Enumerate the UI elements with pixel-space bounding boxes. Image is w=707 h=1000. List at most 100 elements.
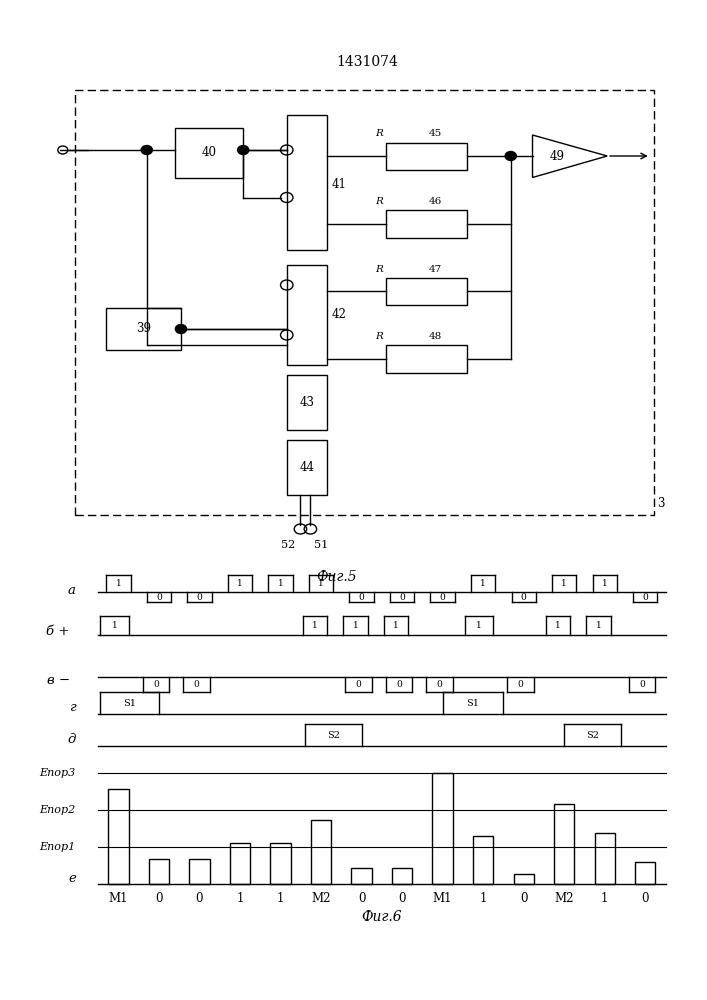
Bar bbox=[287, 440, 327, 495]
Text: 51: 51 bbox=[314, 540, 328, 550]
Bar bbox=[554, 804, 574, 884]
Bar bbox=[108, 789, 129, 884]
Text: 1431074: 1431074 bbox=[337, 55, 399, 69]
Text: 1: 1 bbox=[237, 579, 243, 588]
Text: 47: 47 bbox=[428, 264, 441, 273]
Bar bbox=[287, 265, 327, 365]
Text: Фиг.5: Фиг.5 bbox=[316, 570, 357, 584]
Text: S1: S1 bbox=[467, 699, 479, 708]
Bar bbox=[175, 127, 243, 178]
Text: 0: 0 bbox=[196, 892, 203, 905]
Text: 1: 1 bbox=[278, 579, 284, 588]
Text: 48: 48 bbox=[428, 332, 441, 341]
Text: 0: 0 bbox=[520, 892, 527, 905]
Text: 1: 1 bbox=[277, 892, 284, 905]
Text: R: R bbox=[375, 197, 383, 206]
Bar bbox=[148, 859, 169, 884]
Text: S2: S2 bbox=[327, 731, 339, 740]
Text: M2: M2 bbox=[311, 892, 331, 905]
Bar bbox=[392, 868, 412, 884]
Text: 1: 1 bbox=[353, 621, 358, 630]
Text: б +: б + bbox=[46, 625, 70, 638]
Text: 0: 0 bbox=[156, 593, 162, 602]
Bar bbox=[311, 820, 331, 884]
Text: 1: 1 bbox=[555, 621, 561, 630]
Text: 0: 0 bbox=[398, 892, 406, 905]
Text: г: г bbox=[69, 701, 76, 714]
Text: 39: 39 bbox=[136, 322, 151, 335]
Text: 0: 0 bbox=[521, 593, 527, 602]
Bar bbox=[351, 868, 372, 884]
Text: Eпор2: Eпор2 bbox=[40, 805, 76, 815]
Text: 1: 1 bbox=[596, 621, 602, 630]
Bar bbox=[386, 210, 467, 237]
Text: 0: 0 bbox=[643, 593, 648, 602]
Text: 49: 49 bbox=[550, 149, 565, 162]
Bar bbox=[386, 345, 467, 372]
Text: R: R bbox=[375, 129, 383, 138]
Bar bbox=[75, 90, 654, 515]
Bar bbox=[230, 843, 250, 884]
Bar bbox=[287, 115, 327, 250]
Text: S1: S1 bbox=[123, 699, 136, 708]
Text: Eпор3: Eпор3 bbox=[40, 768, 76, 778]
Text: 0: 0 bbox=[641, 892, 649, 905]
Text: 3: 3 bbox=[657, 497, 665, 510]
Text: в −: в − bbox=[47, 674, 70, 687]
Bar bbox=[595, 833, 615, 884]
Bar bbox=[287, 375, 327, 430]
Text: 1: 1 bbox=[393, 621, 399, 630]
Text: 44: 44 bbox=[300, 461, 315, 474]
Text: 46: 46 bbox=[428, 197, 441, 206]
Text: 0: 0 bbox=[437, 680, 443, 689]
Circle shape bbox=[175, 324, 187, 334]
Text: 42: 42 bbox=[332, 308, 346, 322]
Text: 0: 0 bbox=[440, 593, 445, 602]
Text: M1: M1 bbox=[433, 892, 452, 905]
Text: Фиг.6: Фиг.6 bbox=[361, 910, 402, 924]
Bar bbox=[106, 308, 181, 350]
Text: 1: 1 bbox=[561, 579, 567, 588]
Bar bbox=[386, 142, 467, 170]
Text: Eпор1: Eпор1 bbox=[40, 842, 76, 852]
Bar bbox=[635, 862, 655, 884]
Text: 40: 40 bbox=[201, 146, 216, 159]
Text: 1: 1 bbox=[479, 892, 487, 905]
Text: 0: 0 bbox=[194, 680, 199, 689]
Circle shape bbox=[505, 151, 516, 160]
Text: 0: 0 bbox=[358, 593, 364, 602]
Text: 1: 1 bbox=[602, 579, 607, 588]
Text: д: д bbox=[67, 733, 76, 746]
Text: 1: 1 bbox=[312, 621, 318, 630]
Text: е: е bbox=[68, 872, 76, 885]
Text: R: R bbox=[375, 332, 383, 341]
Polygon shape bbox=[532, 135, 607, 178]
Bar bbox=[386, 277, 467, 305]
Text: 0: 0 bbox=[155, 892, 163, 905]
Text: 1: 1 bbox=[601, 892, 609, 905]
Text: 0: 0 bbox=[356, 680, 361, 689]
Text: 1: 1 bbox=[480, 579, 486, 588]
Text: 0: 0 bbox=[153, 680, 159, 689]
Text: M2: M2 bbox=[554, 892, 574, 905]
Text: 1: 1 bbox=[115, 579, 122, 588]
Bar bbox=[433, 773, 452, 884]
Bar bbox=[513, 874, 534, 884]
Text: а: а bbox=[68, 584, 76, 597]
Text: 45: 45 bbox=[428, 129, 441, 138]
Text: 0: 0 bbox=[197, 593, 202, 602]
Text: 0: 0 bbox=[399, 593, 405, 602]
Text: 0: 0 bbox=[518, 680, 523, 689]
Text: 1: 1 bbox=[236, 892, 244, 905]
Circle shape bbox=[238, 145, 249, 154]
Text: 52: 52 bbox=[281, 540, 295, 550]
Text: 0: 0 bbox=[639, 680, 645, 689]
Text: 0: 0 bbox=[358, 892, 366, 905]
Circle shape bbox=[141, 145, 153, 154]
Text: S2: S2 bbox=[586, 731, 599, 740]
Text: M1: M1 bbox=[109, 892, 128, 905]
Text: 1: 1 bbox=[318, 579, 324, 588]
Text: R: R bbox=[375, 264, 383, 273]
Text: 0: 0 bbox=[396, 680, 402, 689]
Bar bbox=[473, 836, 493, 884]
